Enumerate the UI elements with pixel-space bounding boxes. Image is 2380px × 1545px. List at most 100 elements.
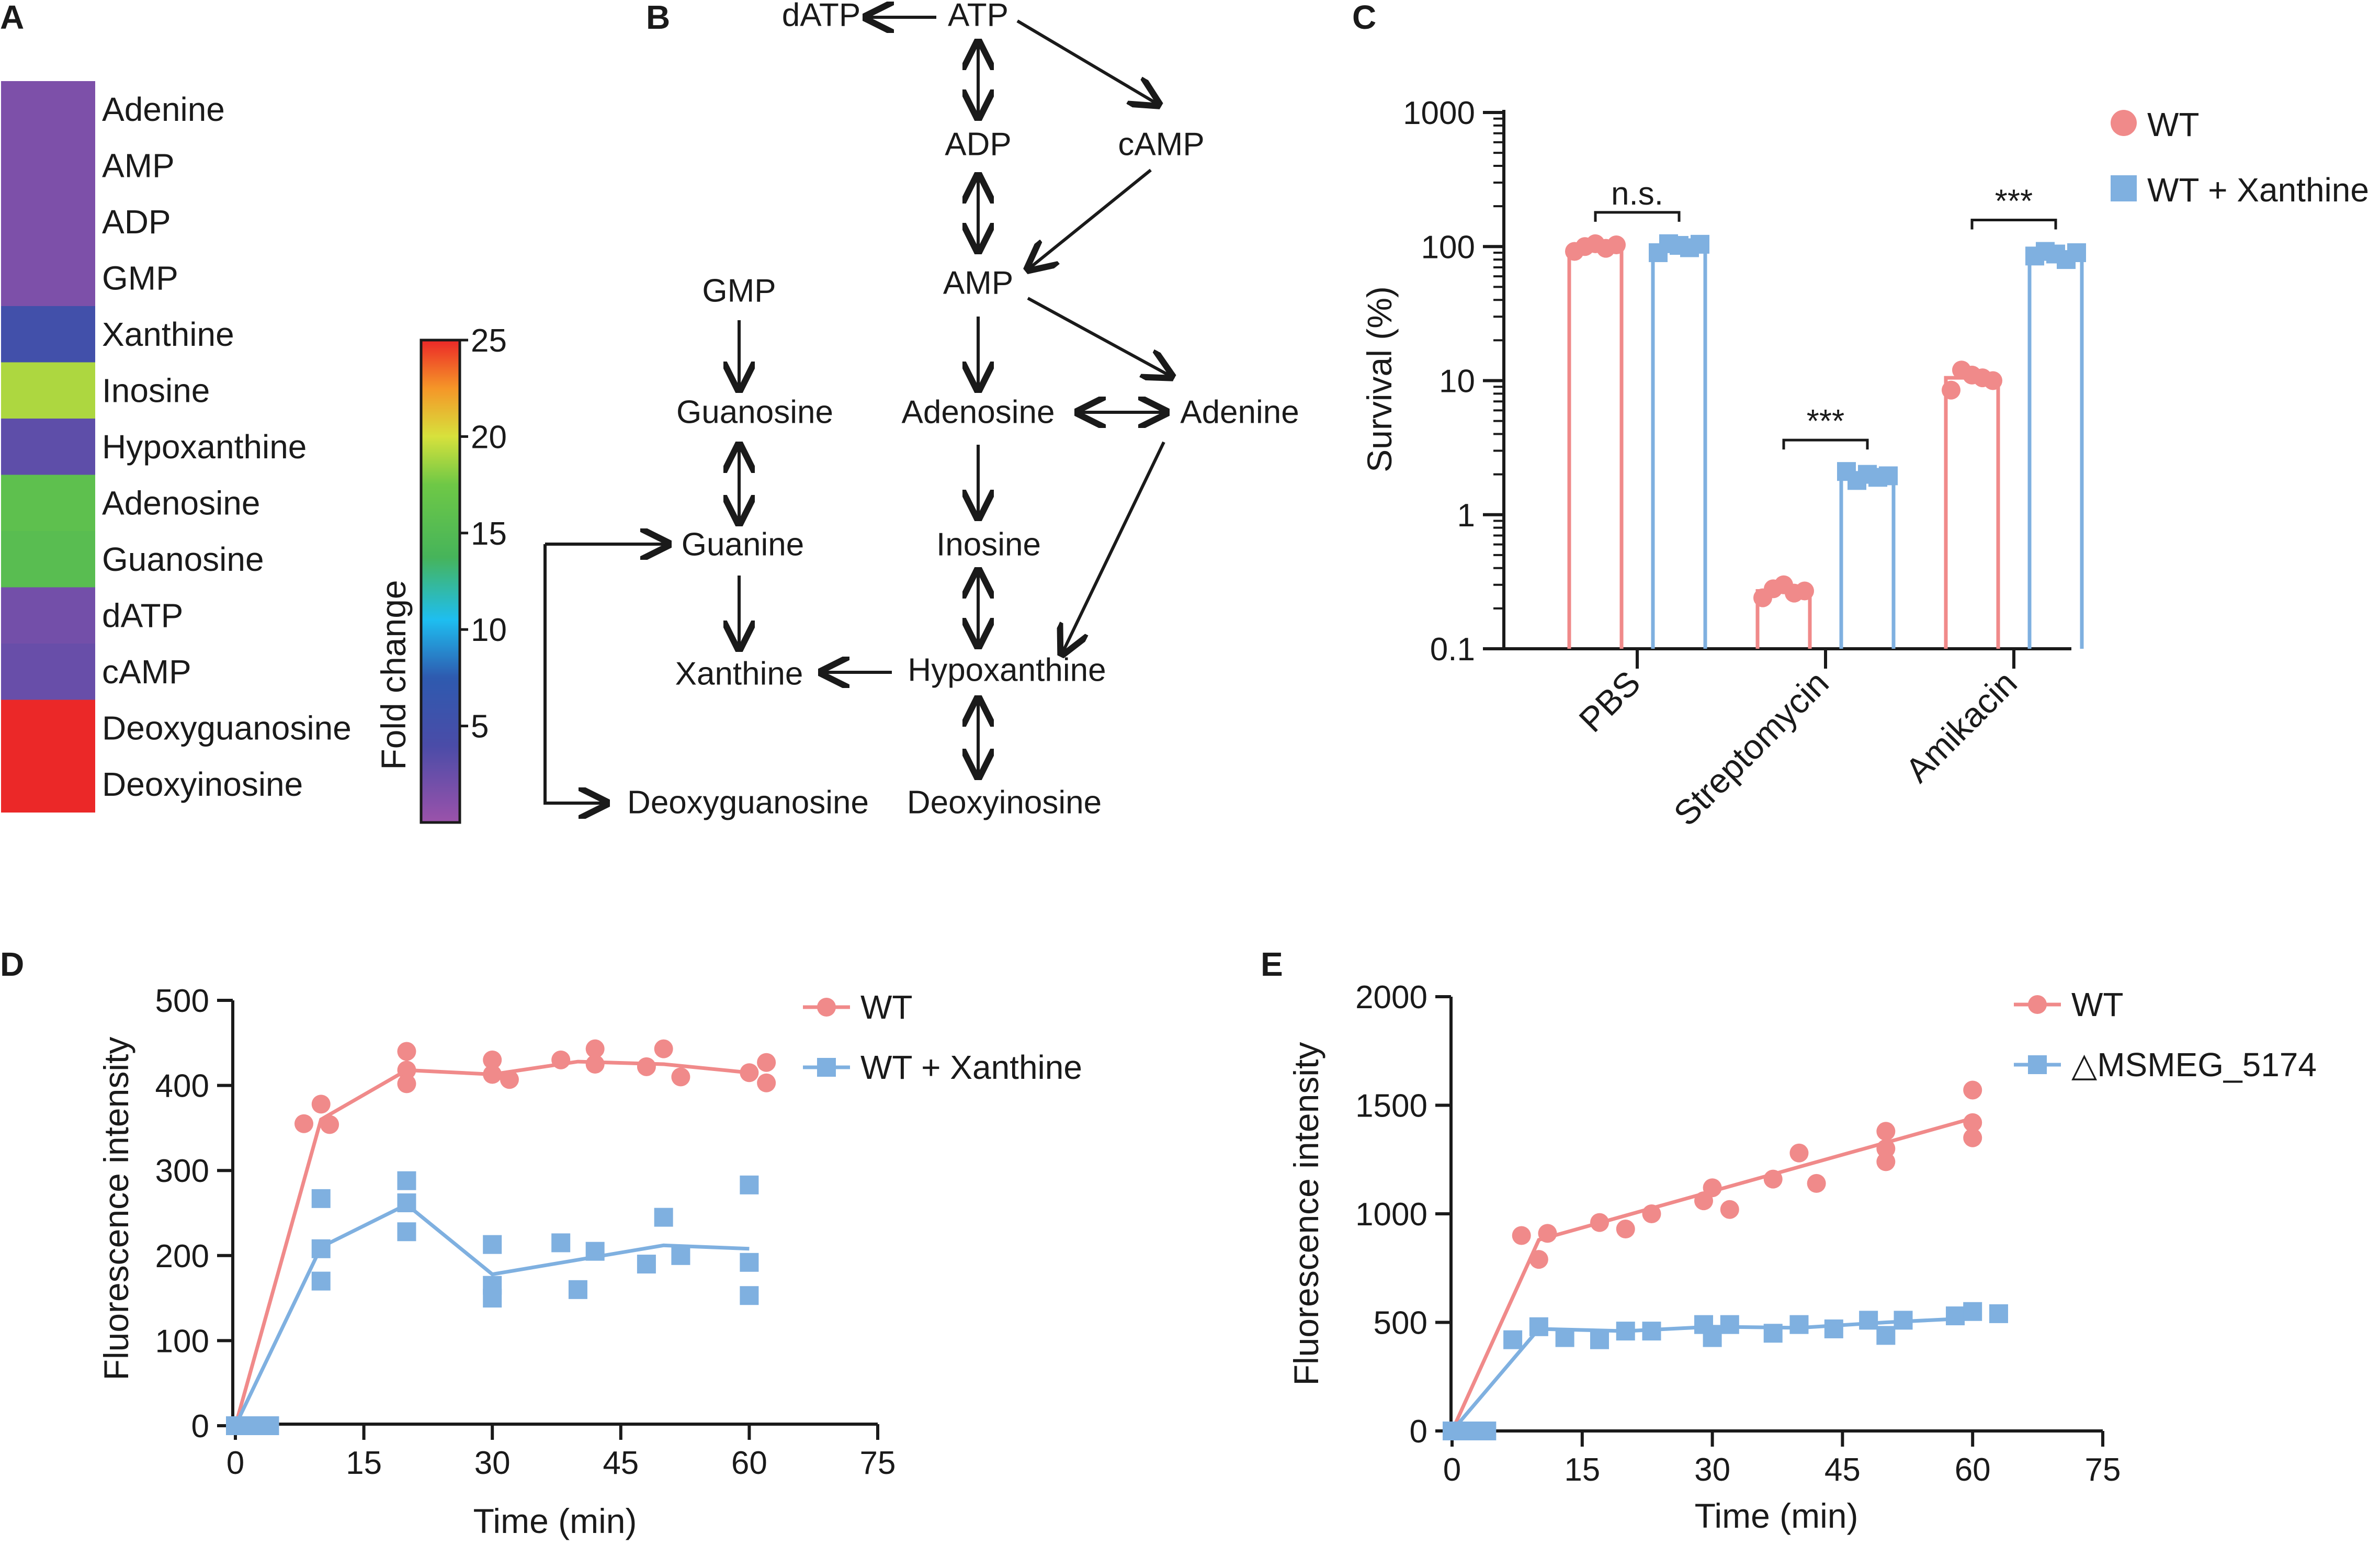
significance-label-pbs: n.s. bbox=[1611, 176, 1663, 212]
significance-bracket-streptomycin bbox=[1782, 438, 1869, 450]
chart-d-point-wt-xanthine bbox=[311, 1189, 331, 1208]
heatmap-cell-amp bbox=[1, 137, 95, 194]
chart-d-point-wt bbox=[757, 1073, 776, 1092]
survival-point-wt-amikacin bbox=[1984, 371, 2002, 390]
significance-label-amikacin: *** bbox=[1995, 184, 2033, 220]
chart-e-point-msmeg-5174 bbox=[1824, 1319, 1843, 1338]
chart-e-point-msmeg-5174 bbox=[1703, 1328, 1722, 1347]
heatmap-cell-adenine bbox=[1, 81, 95, 138]
chart-e-point-msmeg-5174 bbox=[1946, 1306, 1965, 1326]
chart-e-xtick-label-0: 0 bbox=[1443, 1452, 1461, 1488]
chart-e-xtick-label-30: 30 bbox=[1694, 1452, 1730, 1488]
chart-e-point-msmeg-5174 bbox=[1477, 1422, 1497, 1440]
survival-bar-wt-xanthine-amikacin bbox=[2027, 253, 2084, 649]
chart-d-point-wt-xanthine bbox=[397, 1171, 416, 1190]
colorbar-tick-label-20: 20 bbox=[471, 419, 507, 455]
heatmap-label-inosine: Inosine bbox=[102, 371, 210, 409]
chart-d-point-wt bbox=[294, 1114, 313, 1133]
pathway-diagram: dATP ATP ADP cAMP GMP AMP Guanosine Aden… bbox=[543, 0, 1299, 820]
heatmap-cell-hypoxanthine bbox=[1, 419, 95, 475]
chart-d-point-wt bbox=[740, 1063, 759, 1082]
heatmap-cell-guanosine bbox=[1, 531, 95, 588]
chart-e-xtick-label-45: 45 bbox=[1824, 1452, 1861, 1488]
chart-e-point-msmeg-5174 bbox=[1590, 1330, 1609, 1349]
chart-e-point-msmeg-5174 bbox=[1720, 1315, 1739, 1334]
chart-e-point-msmeg-5174 bbox=[1555, 1328, 1574, 1347]
chart-e-point-msmeg-5174 bbox=[1963, 1302, 1982, 1321]
significance-bracket-amikacin bbox=[1970, 219, 2057, 230]
chart-d-point-wt bbox=[585, 1039, 605, 1058]
chart-d-ytick-label-200: 200 bbox=[155, 1238, 209, 1275]
chart-e-ytick-label-0: 0 bbox=[1410, 1414, 1427, 1450]
survival-legend-marker-wt bbox=[2111, 110, 2137, 136]
edge-adenine-hypoxanthine bbox=[1062, 441, 1165, 654]
chart-d-point-wt-xanthine bbox=[671, 1246, 690, 1265]
heatmap-label-adenine: Adenine bbox=[102, 91, 225, 128]
survival-bar-chart: Survival (%) 0.1 1 10 100 1000 PBS n.s. Strepto… bbox=[1360, 95, 2369, 833]
heatmap-label-datp: dATP bbox=[102, 596, 183, 634]
survival-legend-wt: WT bbox=[2147, 106, 2200, 143]
heatmap-label-guanosine: Guanosine bbox=[102, 540, 264, 578]
chart-d-point-wt-xanthine bbox=[483, 1289, 502, 1308]
node-hypoxanthine: Hypoxanthine bbox=[908, 652, 1106, 688]
chart-e-point-wt bbox=[1763, 1169, 1783, 1189]
colorbar-tick-label-15: 15 bbox=[471, 516, 507, 552]
chart-d-ylabel: Fluorescence intensity bbox=[97, 1037, 135, 1381]
chart-e-point-msmeg-5174 bbox=[1894, 1311, 1913, 1330]
chart-d-point-wt bbox=[397, 1074, 416, 1093]
chart-d-point-wt bbox=[483, 1050, 502, 1069]
chart-e-xtick-label-75: 75 bbox=[2085, 1452, 2121, 1488]
chart-e-legend-msmeg-5174: △MSMEG_5174 bbox=[2071, 1046, 2317, 1084]
chart-d-point-wt-xanthine bbox=[585, 1242, 605, 1261]
node-deoxyguanosine: Deoxyguanosine bbox=[627, 784, 869, 820]
survival-legend-wt-xanthine: WT + Xanthine bbox=[2147, 171, 2369, 209]
chart-d-point-wt-xanthine bbox=[740, 1175, 759, 1194]
chart-d-ytick-label-100: 100 bbox=[155, 1323, 209, 1359]
survival-point-wt-streptomycin bbox=[1795, 581, 1814, 601]
heatmap-label-amp: AMP bbox=[102, 146, 175, 184]
node-camp: cAMP bbox=[1118, 126, 1204, 162]
fluorescence-chart-d: Fluorescence intensity Time (min) 0 100 20… bbox=[97, 983, 1082, 1540]
chart-e-point-wt bbox=[1590, 1213, 1609, 1232]
colorbar-title: Fold change bbox=[374, 580, 413, 770]
heatmap-cell-deoxyguanosine bbox=[1, 700, 95, 757]
chart-d-ytick-label-300: 300 bbox=[155, 1153, 209, 1189]
chart-d-point-wt-xanthine bbox=[568, 1280, 587, 1299]
chart-d-xtick-label-15: 15 bbox=[346, 1445, 382, 1481]
chart-d-point-wt-xanthine bbox=[243, 1416, 262, 1435]
chart-d-legend-wt-xanthine: WT + Xanthine bbox=[860, 1048, 1082, 1086]
colorbar: Fold change 25 20 15 10 5 bbox=[374, 323, 507, 824]
chart-d-xtick-label-60: 60 bbox=[731, 1445, 767, 1481]
chart-d-point-wt bbox=[757, 1053, 776, 1072]
survival-bar-wt-pbs bbox=[1567, 245, 1624, 649]
survival-category-amikacin: Amikacin bbox=[1898, 663, 2024, 790]
panel-d-letter: D bbox=[0, 945, 24, 983]
chart-d-xlabel: Time (min) bbox=[473, 1502, 637, 1540]
node-adp: ADP bbox=[945, 126, 1011, 162]
chart-d-point-wt-xanthine bbox=[551, 1233, 571, 1253]
survival-point-wt-pbs bbox=[1607, 235, 1626, 254]
survival-category-streptomycin: Streptomycin bbox=[1666, 663, 1836, 833]
chart-e-point-wt bbox=[1963, 1113, 1982, 1132]
chart-e-ytick-label-500: 500 bbox=[1374, 1305, 1427, 1341]
node-datp: dATP bbox=[782, 0, 860, 33]
panel-c-letter: C bbox=[1352, 0, 1376, 36]
heatmap-cell-camp bbox=[1, 644, 95, 700]
chart-d-point-wt bbox=[551, 1050, 571, 1069]
chart-d-ytick-label-400: 400 bbox=[155, 1068, 209, 1104]
node-guanosine: Guanosine bbox=[676, 394, 833, 430]
chart-d-point-wt bbox=[637, 1057, 656, 1076]
chart-d-xtick-label-30: 30 bbox=[474, 1445, 511, 1481]
chart-e-ytick-label-1000: 1000 bbox=[1355, 1197, 1427, 1233]
chart-e-point-msmeg-5174 bbox=[1859, 1311, 1878, 1330]
chart-d-point-wt-xanthine bbox=[740, 1253, 759, 1272]
node-deoxyinosine: Deoxyinosine bbox=[907, 784, 1102, 820]
chart-d-point-wt bbox=[585, 1054, 605, 1074]
chart-d-point-wt-xanthine bbox=[226, 1416, 245, 1435]
survival-ytick-label-1: 1 bbox=[1457, 498, 1475, 534]
chart-e-point-wt bbox=[1876, 1122, 1896, 1141]
chart-d-point-wt bbox=[397, 1042, 416, 1061]
chart-d-point-wt-xanthine bbox=[740, 1286, 759, 1305]
chart-d-legend-marker-wt-xanthine bbox=[817, 1058, 836, 1077]
survival-bar-wt-amikacin bbox=[1944, 376, 2000, 649]
